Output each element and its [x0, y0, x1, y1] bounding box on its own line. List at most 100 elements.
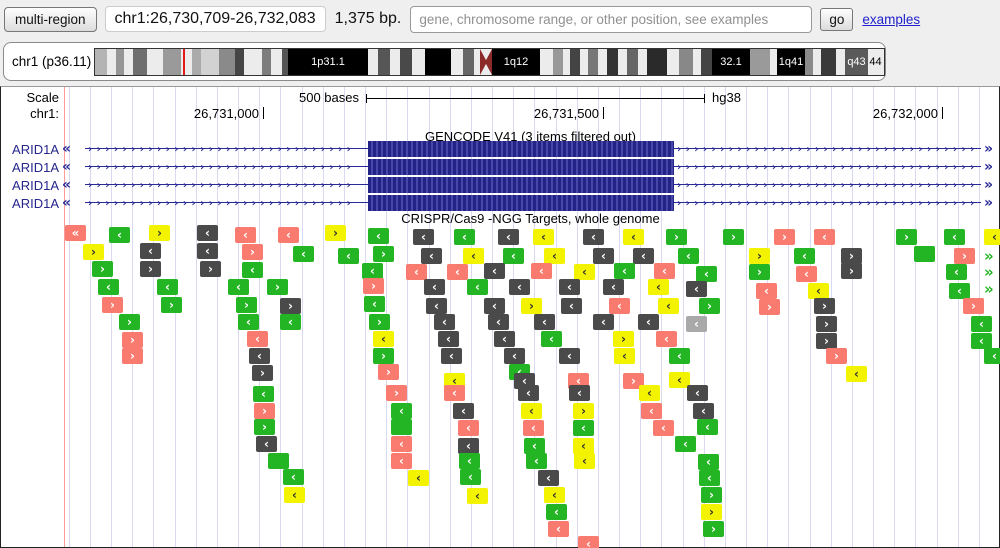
crispr-target[interactable]: ‹	[444, 385, 465, 401]
cytoband[interactable]	[95, 49, 107, 75]
crispr-target[interactable]: ›	[373, 348, 394, 364]
crispr-target[interactable]: ›	[666, 229, 687, 245]
search-input[interactable]	[410, 5, 813, 33]
crispr-target[interactable]: ‹	[648, 279, 669, 295]
crispr-target[interactable]: ›	[119, 314, 140, 330]
crispr-target[interactable]: ‹	[544, 248, 565, 264]
exon-block[interactable]	[368, 141, 674, 157]
cytoband[interactable]	[163, 49, 181, 75]
crispr-target[interactable]: ‹	[494, 331, 515, 347]
crispr-target[interactable]: ‹	[609, 298, 630, 314]
crispr-target[interactable]: ‹	[504, 348, 525, 364]
cytoband[interactable]	[647, 49, 667, 75]
crispr-target[interactable]: ›	[363, 278, 384, 294]
crispr-target[interactable]: ›	[816, 333, 837, 349]
crispr-target[interactable]: ‹	[426, 298, 447, 314]
cytoband[interactable]	[116, 49, 124, 75]
cytoband[interactable]	[701, 49, 712, 75]
crispr-target[interactable]	[914, 246, 935, 262]
crispr-target[interactable]: ‹	[593, 248, 614, 264]
crispr-target[interactable]: ‹	[669, 372, 690, 388]
cytoband[interactable]	[598, 49, 607, 75]
crispr-target[interactable]: ‹	[638, 314, 659, 330]
crispr-target[interactable]: ‹	[197, 243, 218, 259]
crispr-target[interactable]: ›	[200, 261, 221, 277]
crispr-target[interactable]: ‹	[453, 403, 474, 419]
crispr-target[interactable]: ›	[161, 297, 182, 313]
crispr-target[interactable]: ›	[83, 244, 104, 260]
cytoband[interactable]	[474, 49, 480, 75]
cytoband[interactable]	[219, 49, 235, 75]
crispr-target[interactable]: ›	[267, 279, 288, 295]
cytoband[interactable]	[133, 49, 147, 75]
crispr-target[interactable]: ‹	[362, 263, 383, 279]
crispr-target[interactable]: ›	[774, 229, 795, 245]
crispr-target[interactable]: ‹	[467, 279, 488, 295]
cytoband[interactable]: 44	[868, 49, 883, 75]
crispr-target[interactable]: ‹	[197, 225, 218, 241]
crispr-target[interactable]: ‹	[578, 536, 599, 548]
crispr-target[interactable]: ‹	[794, 248, 815, 264]
crispr-target[interactable]: ‹	[808, 283, 829, 299]
crispr-target[interactable]: ‹	[278, 227, 299, 243]
crispr-target[interactable]: ›	[826, 348, 847, 364]
crispr-target[interactable]: ›	[521, 298, 542, 314]
crispr-target[interactable]: ›	[749, 264, 770, 280]
crispr-target[interactable]: ‹	[459, 453, 480, 469]
cytoband[interactable]	[107, 49, 116, 75]
crispr-target[interactable]: ›	[623, 373, 644, 389]
crispr-target[interactable]: ‹	[559, 348, 580, 364]
crispr-target[interactable]: ›	[723, 229, 744, 245]
cytoband[interactable]	[412, 49, 425, 75]
crispr-target[interactable]: ‹	[544, 487, 565, 503]
cytoband[interactable]	[271, 49, 282, 75]
crispr-target[interactable]: ›	[703, 521, 724, 537]
crispr-target[interactable]: ‹	[283, 469, 304, 485]
cytoband[interactable]	[667, 49, 679, 75]
crispr-target[interactable]: ‹	[406, 264, 427, 280]
cytoband[interactable]	[836, 49, 845, 75]
crispr-target[interactable]: ‹	[413, 229, 434, 245]
crispr-target[interactable]: ‹	[796, 266, 817, 282]
crispr-target[interactable]: ‹	[438, 331, 459, 347]
crispr-target[interactable]: ‹	[559, 279, 580, 295]
crispr-target[interactable]: ‹	[488, 314, 509, 330]
tracks-image[interactable]: Scale 500 bases hg38 chr1: 26,731,000 26,…	[0, 86, 1000, 548]
cytoband[interactable]: 1p31.1	[288, 49, 368, 75]
crispr-target[interactable]: ‹	[687, 385, 708, 401]
crispr-target[interactable]: ‹	[238, 314, 259, 330]
crispr-target[interactable]: ‹	[228, 279, 249, 295]
cytoband[interactable]	[368, 49, 378, 75]
crispr-target[interactable]: ›	[280, 298, 301, 314]
crispr-target[interactable]: ‹	[509, 279, 530, 295]
crispr-target[interactable]: ‹	[463, 248, 484, 264]
crispr-target[interactable]: ‹	[675, 436, 696, 452]
crispr-target[interactable]: ‹	[157, 279, 178, 295]
cytoband[interactable]	[201, 49, 219, 75]
crispr-target[interactable]: ›	[841, 263, 862, 279]
crispr-target[interactable]: ‹	[949, 283, 970, 299]
crispr-target[interactable]: ‹	[526, 453, 547, 469]
cytoband[interactable]	[463, 49, 474, 75]
crispr-target[interactable]: ‹	[293, 246, 314, 262]
crispr-target[interactable]: ‹	[696, 266, 717, 282]
crispr-target[interactable]: ‹	[669, 348, 690, 364]
crispr-target[interactable]: ›	[122, 332, 143, 348]
crispr-target[interactable]: ‹	[569, 385, 590, 401]
cytoband[interactable]	[390, 49, 400, 75]
exon-block[interactable]	[368, 159, 674, 175]
crispr-target[interactable]: ›	[963, 298, 984, 314]
cytoband[interactable]: 1q41	[777, 49, 805, 75]
crispr-target[interactable]: ›	[841, 248, 862, 264]
crispr-target[interactable]: ‹	[284, 487, 305, 503]
cytoband[interactable]: q43	[845, 49, 868, 75]
cytoband[interactable]: 32.1	[712, 49, 750, 75]
crispr-target[interactable]: ‹	[531, 263, 552, 279]
crispr-target[interactable]	[268, 453, 289, 469]
crispr-target[interactable]: ‹	[573, 420, 594, 436]
examples-link[interactable]: examples	[862, 11, 921, 27]
cytoband[interactable]	[235, 49, 244, 75]
crispr-target[interactable]: ‹	[814, 229, 835, 245]
crispr-target[interactable]: ›	[759, 299, 780, 315]
crispr-target[interactable]: «	[65, 225, 86, 241]
